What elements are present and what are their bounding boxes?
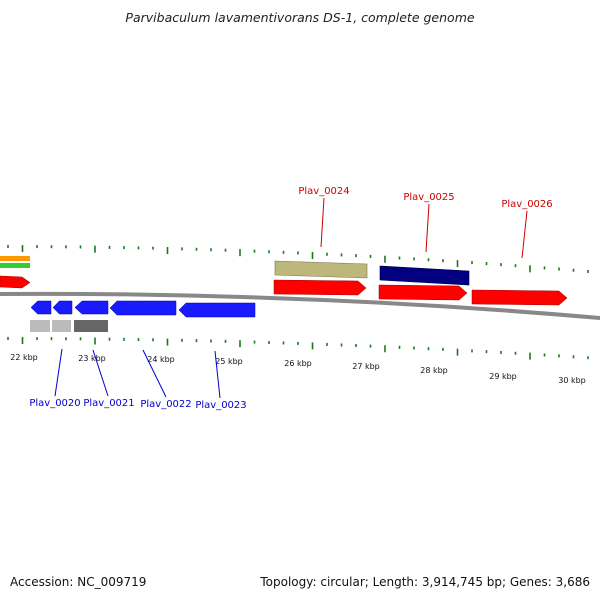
blue-gene-feature — [30, 300, 52, 315]
accession-text: Accession: NC_009719 — [10, 575, 147, 589]
red-gene-feature — [273, 279, 367, 296]
gene-leader-line — [521, 210, 528, 259]
gray-gene-feature — [74, 320, 108, 332]
orange-gene-feature — [0, 256, 30, 261]
red-gene-feature — [471, 289, 568, 306]
ticks-top — [7, 245, 589, 273]
gene-label-reverse: Plav_0020 — [29, 398, 80, 409]
gene-label-leaders — [54, 197, 528, 399]
gene-label-forward: Plav_0025 — [403, 192, 454, 203]
gene-leader-line — [214, 350, 221, 399]
blue-gene-feature — [74, 300, 109, 315]
kbp-label: 23 kbp — [78, 354, 106, 363]
gene-leader-line — [54, 348, 63, 397]
kbp-labels: 22 kbp 23 kbp 24 kbp 25 kbp 26 kbp 27 kbp 28 k… — [10, 353, 586, 385]
gray-gene-feature — [30, 320, 50, 332]
gene-leader-line — [320, 197, 325, 248]
blue-gene-feature — [52, 300, 73, 315]
kbp-label: 25 kbp — [215, 357, 243, 366]
gene-label-reverse: Plav_0023 — [195, 400, 246, 411]
gene-label-forward: Plav_0026 — [501, 199, 552, 210]
khaki-gene-feature — [274, 260, 368, 279]
gene-leader-line — [92, 349, 109, 397]
ticks-bottom — [7, 337, 589, 360]
blue-gene-feature — [178, 302, 256, 318]
kbp-label: 29 kbp — [489, 372, 517, 381]
gene-leader-line — [142, 349, 167, 398]
gray-gene-feature — [52, 320, 71, 332]
gene-label-reverse: Plav_0021 — [83, 398, 134, 409]
gene-label-forward: Plav_0024 — [298, 186, 349, 197]
kbp-label: 24 kbp — [147, 355, 175, 364]
kbp-label: 27 kbp — [352, 362, 380, 371]
navy-gene-feature — [379, 265, 470, 286]
gene-leader-line — [425, 203, 430, 253]
kbp-label: 22 kbp — [10, 353, 38, 362]
green-gene-feature — [0, 263, 30, 268]
gene-features — [0, 256, 568, 332]
red-gene-feature — [0, 275, 31, 289]
blue-gene-feature — [109, 300, 177, 316]
kbp-label: 30 kbp — [558, 376, 586, 385]
genome-title: Parvibaculum lavamentivorans DS-1, compl… — [125, 10, 475, 25]
genome-backbone — [0, 291, 600, 320]
kbp-label: 28 kbp — [420, 366, 448, 375]
kbp-label: 26 kbp — [284, 359, 312, 368]
red-gene-feature — [378, 284, 468, 301]
gene-label-reverse: Plav_0022 — [140, 399, 191, 410]
genome-summary-text: Topology: circular; Length: 3,914,745 bp… — [260, 575, 590, 589]
